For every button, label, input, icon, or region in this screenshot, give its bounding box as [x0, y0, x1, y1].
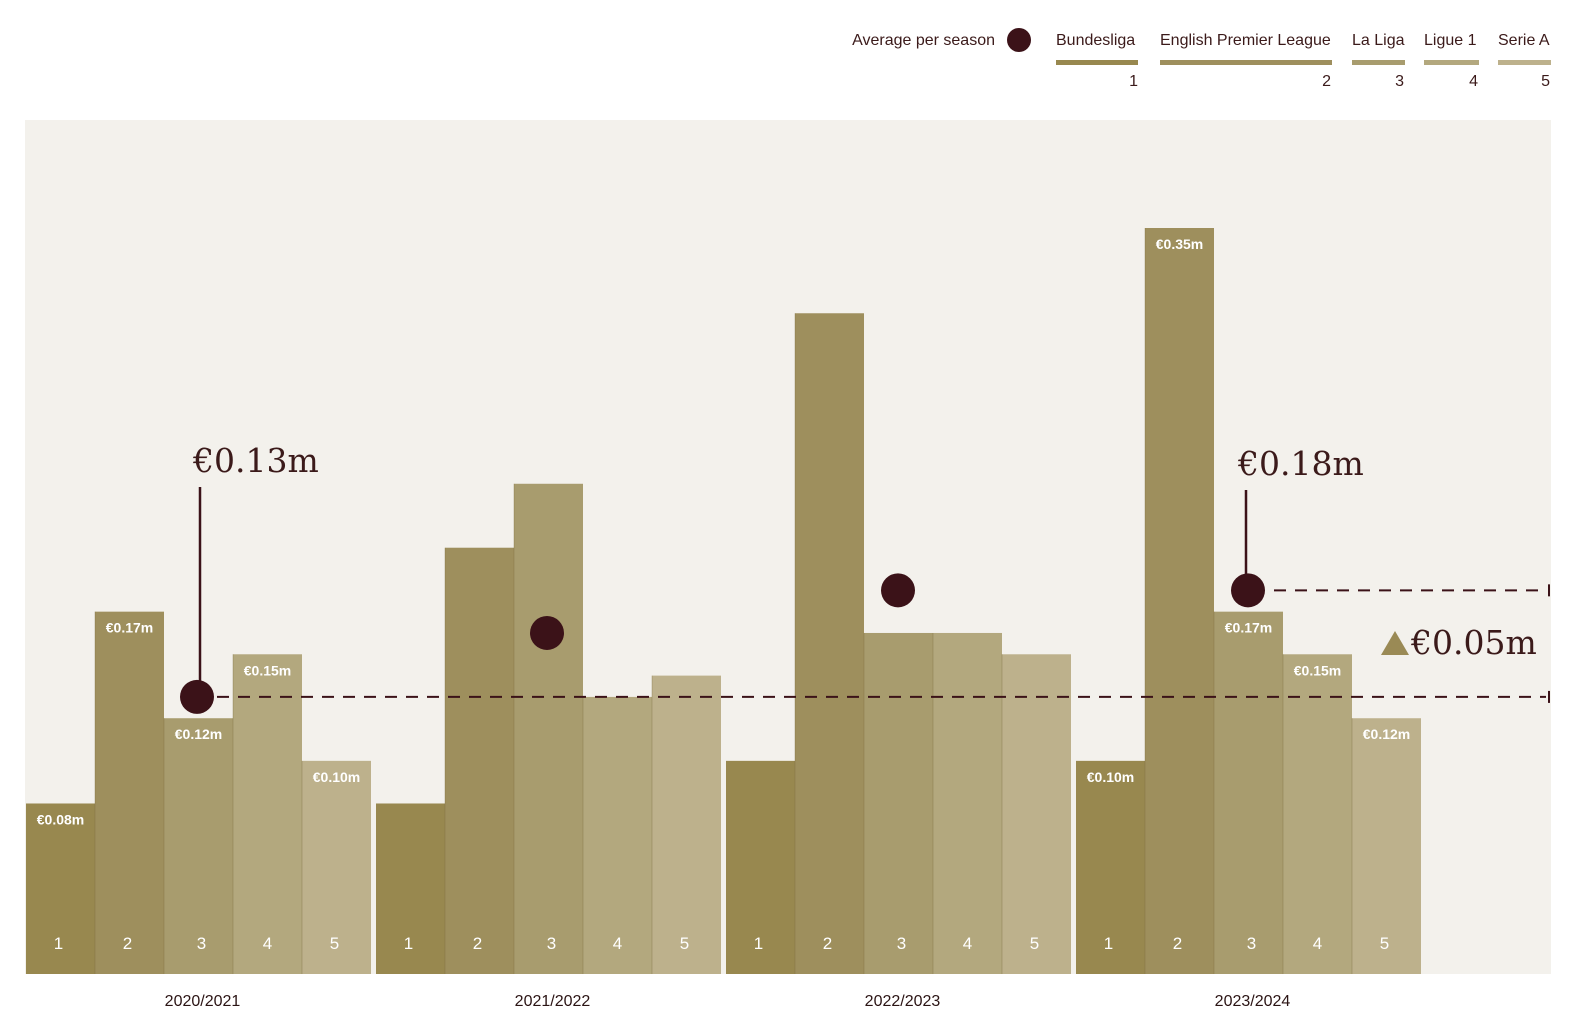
- bar-number-2023-2024-serie-a: 5: [1380, 934, 1389, 953]
- bar-number-2021-2022-la-liga: 3: [547, 934, 556, 953]
- legend-average-label: Average per season: [852, 32, 995, 49]
- bar-2023-2024-bundesliga: [1076, 760, 1145, 974]
- legend-num-premier-league: 2: [1322, 73, 1331, 90]
- bar-2023-2024-la-liga: [1214, 611, 1283, 974]
- season-label-2020-2021: 2020/2021: [165, 993, 241, 1010]
- bar-number-2023-2024-english-premier-league: 2: [1173, 934, 1182, 953]
- bar-2021-2022-la-liga: [514, 483, 583, 974]
- bar-2023-2024-english-premier-league: [1145, 228, 1214, 974]
- bar-number-2020-2021-serie-a: 5: [330, 934, 339, 953]
- legend-swatch-premier-league: [1160, 60, 1332, 65]
- legend-average-marker: [1007, 28, 1031, 52]
- legend-num-ligue-1: 4: [1469, 73, 1478, 90]
- bar-number-2021-2022-bundesliga: 1: [404, 934, 413, 953]
- bar-2022-2023-la-liga: [864, 632, 933, 974]
- average-marker-2022-2023: [881, 573, 915, 608]
- season-label-2022-2023: 2022/2023: [865, 993, 941, 1010]
- annotations: €0.13m €0.18m €0.05m: [192, 441, 1537, 683]
- bar-number-2023-2024-ligue-1: 4: [1313, 934, 1322, 953]
- legend-swatch-bundesliga: [1056, 60, 1138, 65]
- bar-number-2023-2024-la-liga: 3: [1247, 934, 1256, 953]
- bar-2021-2022-ligue-1: [583, 696, 652, 974]
- data-label-2020-2021-english-premier-league: €0.17m: [106, 620, 153, 636]
- bar-number-2022-2023-la-liga: 3: [897, 934, 906, 953]
- average-marker-2021-2022: [530, 615, 564, 650]
- legend-item-bundesliga: Bundesliga: [1056, 32, 1135, 49]
- bar-number-2022-2023-serie-a: 5: [1030, 934, 1039, 953]
- bar-2020-2021-ligue-1: [233, 654, 302, 974]
- legend-swatch-serie-a: [1498, 60, 1551, 65]
- bar-2022-2023-serie-a: [1002, 654, 1071, 974]
- legend-swatch-ligue-1: [1424, 60, 1479, 65]
- average-markers: [180, 573, 1265, 714]
- legend-item-la-liga: La Liga: [1352, 32, 1405, 49]
- data-label-2020-2021-la-liga: €0.12m: [175, 726, 222, 742]
- bar-number-2021-2022-ligue-1: 4: [613, 934, 622, 953]
- change-callout: €0.05m: [1410, 623, 1537, 662]
- bar-number-2021-2022-serie-a: 5: [680, 934, 689, 953]
- legend: Average per season Bundesliga 1 English …: [852, 28, 1551, 90]
- bar-2021-2022-english-premier-league: [445, 547, 514, 974]
- data-label-2023-2024-la-liga: €0.17m: [1225, 620, 1272, 636]
- data-label-2023-2024-ligue-1: €0.15m: [1294, 662, 1341, 678]
- legend-item-premier-league: English Premier League: [1160, 32, 1331, 49]
- legend-item-serie-a: Serie A: [1498, 32, 1550, 49]
- bar-number-2020-2021-la-liga: 3: [197, 934, 206, 953]
- bars: €0.08m 1 €0.17m 2 €0.12m 3 €0.15m 4 €0.10m 5 2020/…: [26, 228, 1421, 1010]
- season-label-2021-2022: 2021/2022: [515, 993, 591, 1010]
- average-marker-2023-2024: [1231, 573, 1265, 608]
- data-label-2023-2024-serie-a: €0.12m: [1363, 726, 1410, 742]
- bar-2022-2023-english-premier-league: [795, 313, 864, 974]
- bar-2021-2022-bundesliga: [376, 803, 445, 974]
- change-up-triangle-icon: [1381, 631, 1409, 655]
- data-label-2023-2024-bundesliga: €0.10m: [1087, 769, 1134, 785]
- bar-number-2020-2021-ligue-1: 4: [263, 934, 272, 953]
- legend-item-ligue-1: Ligue 1: [1424, 32, 1477, 49]
- bar-number-2021-2022-english-premier-league: 2: [473, 934, 482, 953]
- bar-number-2023-2024-bundesliga: 1: [1104, 934, 1113, 953]
- legend-num-la-liga: 3: [1395, 73, 1404, 90]
- data-label-2023-2024-english-premier-league: €0.35m: [1156, 236, 1203, 252]
- last-average-callout: €0.18m: [1237, 444, 1364, 483]
- bar-2020-2021-serie-a: [302, 760, 371, 974]
- data-label-2020-2021-bundesliga: €0.08m: [37, 811, 84, 827]
- bar-2023-2024-ligue-1: [1283, 654, 1352, 974]
- bar-number-2022-2023-english-premier-league: 2: [823, 934, 832, 953]
- bar-2022-2023-bundesliga: [726, 760, 795, 974]
- bar-number-2020-2021-bundesliga: 1: [54, 934, 63, 953]
- bar-2020-2021-bundesliga: [26, 803, 95, 974]
- bar-number-2022-2023-bundesliga: 1: [754, 934, 763, 953]
- average-reference-lines: [217, 584, 1550, 703]
- average-marker-2020-2021: [180, 679, 214, 714]
- bar-2021-2022-serie-a: [652, 675, 721, 974]
- data-label-2020-2021-ligue-1: €0.15m: [244, 662, 291, 678]
- legend-num-bundesliga: 1: [1129, 73, 1138, 90]
- bar-2022-2023-ligue-1: [933, 632, 1002, 974]
- legend-swatch-la-liga: [1352, 60, 1405, 65]
- bar-number-2022-2023-ligue-1: 4: [963, 934, 972, 953]
- bar-2023-2024-serie-a: [1352, 718, 1421, 974]
- bar-2020-2021-english-premier-league: [95, 611, 164, 974]
- bar-number-2020-2021-english-premier-league: 2: [123, 934, 132, 953]
- data-label-2020-2021-serie-a: €0.10m: [313, 769, 360, 785]
- season-label-2023-2024: 2023/2024: [1215, 993, 1291, 1010]
- bar-2020-2021-la-liga: [164, 718, 233, 974]
- legend-num-serie-a: 5: [1541, 73, 1550, 90]
- first-average-callout: €0.13m: [192, 441, 319, 480]
